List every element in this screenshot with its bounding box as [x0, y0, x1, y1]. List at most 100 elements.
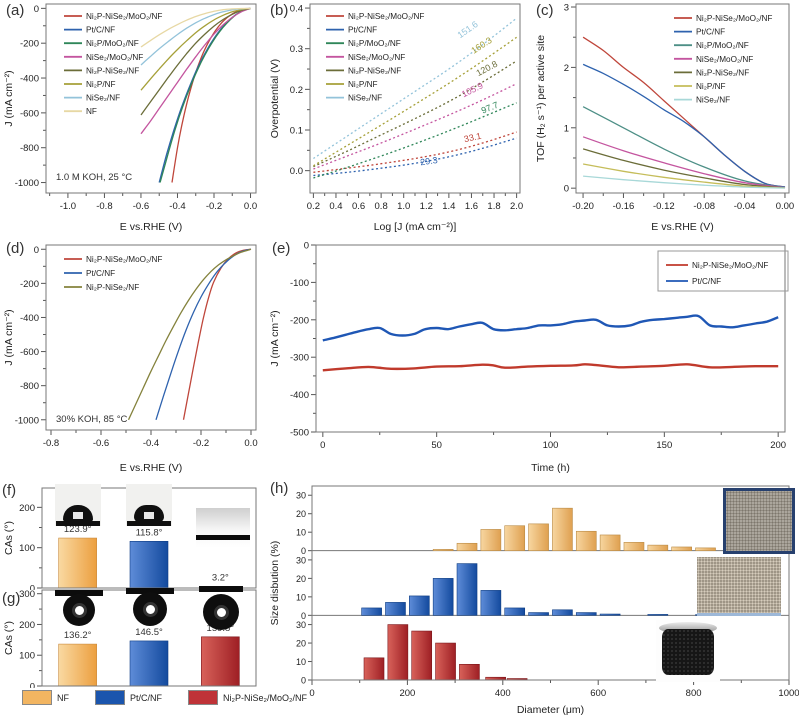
hist-bar-Ni-P-NiSe-MoO-NF	[387, 624, 409, 681]
hist-bar-NF	[480, 529, 502, 551]
bubble-image-catalyst	[196, 586, 246, 634]
legend-label: NF	[57, 692, 69, 703]
y-tick-label: 30	[296, 491, 306, 501]
x-axis-label: Diameter (μm)	[517, 704, 584, 716]
legend-label: NiSe₂/MoO₂/NF	[86, 53, 143, 62]
bubble-image-nf	[54, 590, 104, 638]
y-tick-label: 10	[296, 592, 306, 602]
y-axis-label: CAs (°)	[3, 621, 15, 655]
y-axis-label: TOF (H₂ s⁻¹) per active site	[535, 35, 547, 162]
legend-label: Ni₂P/NF	[696, 82, 726, 91]
x-tick-label: -0.4	[169, 201, 185, 212]
series-Ni-P-NiSe-NF	[313, 60, 517, 168]
bar-value-label: 146.5°	[135, 627, 163, 638]
panel-f-label: (f)	[2, 482, 17, 499]
y-tick-label: -600	[20, 108, 39, 119]
hist-bar-NF	[504, 525, 526, 551]
fg-legend: NF Pt/C/NF Ni₂P-NiSe₂/MoO₂/NF	[22, 690, 307, 705]
y-tick-label: 20	[296, 509, 306, 519]
x-tick-label: 0	[309, 688, 314, 699]
x-tick-label: 0.6	[352, 201, 365, 212]
series-Ni-P-NF	[582, 163, 786, 189]
bar-Pt-C-NF	[129, 541, 169, 589]
legend-item-nf: NF	[22, 690, 69, 705]
plot-frame	[45, 3, 257, 194]
series-Ni-P-NF	[313, 36, 517, 167]
x-axis-label: Time (h)	[531, 462, 570, 474]
y-tick-label: 0	[30, 584, 35, 591]
bubble-highlight	[71, 602, 87, 618]
legend-label: Ni₂P/MoO₂/NF	[348, 39, 401, 48]
series-Ni-P-MoO-NF	[313, 102, 517, 179]
y-tick-label: -200	[20, 279, 39, 290]
legend-box	[657, 250, 789, 292]
hist-bar-Pt-C-NF	[385, 602, 406, 616]
series-Ni-P-NiSe-MoO-NF	[182, 248, 252, 420]
photo-inset-catalyst-electrode	[656, 620, 720, 682]
panel-d-label: (d)	[6, 240, 25, 257]
hist-bar-Ni-P-NiSe-MoO-NF	[411, 630, 433, 681]
plot-frame	[311, 485, 790, 681]
hist-bar-NF	[575, 530, 597, 551]
x-tick-label: 0.0	[244, 201, 257, 212]
y-tick-label: 0	[301, 676, 306, 686]
plot-frame	[309, 3, 521, 194]
legend-label: Ni₂P/NF	[86, 80, 116, 89]
panel-b-tafel: 0.2 0.4 0.6 0.8 1.0 1.2 1.4 1.6 1.8 2.0 0.0 0.1 0.2 0…	[266, 0, 532, 242]
x-tick-label: -0.8	[96, 201, 112, 212]
droplet-image-ptc	[126, 484, 172, 526]
hist-bar-Pt-C-NF	[361, 607, 382, 616]
panel-f-contact-angles: 0 100 200 CAs (°) 123.9° 115.8° 3.2°	[0, 480, 266, 595]
hist-bar-NF	[528, 523, 549, 551]
annotation: 105.9	[460, 80, 485, 99]
bubble-image-ptc	[125, 588, 175, 636]
hist-bar-NF	[432, 549, 454, 551]
legend-label: Pt/C/NF	[86, 26, 115, 35]
y-tick-label: 0.3	[290, 44, 303, 55]
x-tick-label: 1.0	[397, 201, 410, 212]
panel-b-chart: 0.2 0.4 0.6 0.8 1.0 1.2 1.4 1.6 1.8 2.0 0.0 0.1 0.2 0…	[269, 3, 523, 233]
x-tick-label: 200	[399, 688, 415, 699]
y-tick-label: 1	[564, 123, 569, 134]
x-tick-label: 1.2	[420, 201, 433, 212]
y-tick-label: 0	[30, 682, 35, 689]
y-tick-label: 200	[19, 620, 35, 631]
flat-droplet-line	[196, 535, 250, 540]
bubble-plate	[55, 590, 103, 596]
plot-frame	[45, 244, 257, 431]
y-tick-label: -500	[290, 428, 309, 439]
hist-bar-Ni-P-NiSe-MoO-NF	[459, 663, 480, 681]
droplet-reflection	[144, 512, 154, 519]
series-group	[140, 7, 251, 183]
x-tick-label: 400	[495, 688, 511, 699]
legend-label: NF	[86, 107, 97, 116]
legend-label: Pt/C/NF	[696, 28, 725, 37]
panel-f-chart: 0 100 200 CAs (°) 123.9° 115.8° 3.2°	[3, 487, 257, 595]
x-tick-label: 1.8	[487, 201, 500, 212]
x-tick-label: -0.4	[143, 438, 159, 449]
y-tick-label: 20	[296, 574, 306, 584]
series-NiSe-NF	[583, 175, 786, 189]
series-Ni-P-MoO-NF	[582, 106, 786, 189]
x-axis-label: E vs.RHE (V)	[120, 462, 182, 474]
bubble-plate	[199, 586, 243, 592]
bar-Ni-P-NiSe-MoO-NF	[201, 636, 240, 687]
legend-label: Ni₂P-NiSe₂/MoO₂/NF	[223, 692, 308, 703]
hist-bar-Pt-C-NF	[432, 578, 454, 616]
series-NiSe-MoO-NF	[140, 7, 251, 135]
bar-NF	[58, 643, 97, 687]
series-Ni-P-NiSe-NF	[582, 148, 786, 189]
x-tick-label: 100	[543, 440, 559, 451]
series-Ni-P-NiSe-NF	[140, 7, 251, 116]
x-tick-label: 600	[590, 688, 606, 699]
panel-c-chart: -0.20 -0.16 -0.12 -0.08 -0.04 0.00 0 1 2 3 E vs.RH…	[535, 3, 794, 233]
x-axis-label: Log [J (mA cm⁻²)]	[374, 221, 457, 233]
y-tick-label: -100	[290, 278, 309, 289]
x-tick-label: 1000	[778, 688, 799, 699]
y-axis-label: J (mA cm⁻²)	[269, 310, 281, 366]
legend-label: Ni₂P/MoO₂/NF	[86, 39, 139, 48]
panel-a-label: (a)	[6, 2, 25, 19]
droplet-dome-icon	[63, 505, 93, 522]
panel-c-tof: -0.20 -0.16 -0.12 -0.08 -0.04 0.00 0 1 2 3 E vs.RH…	[532, 0, 799, 242]
